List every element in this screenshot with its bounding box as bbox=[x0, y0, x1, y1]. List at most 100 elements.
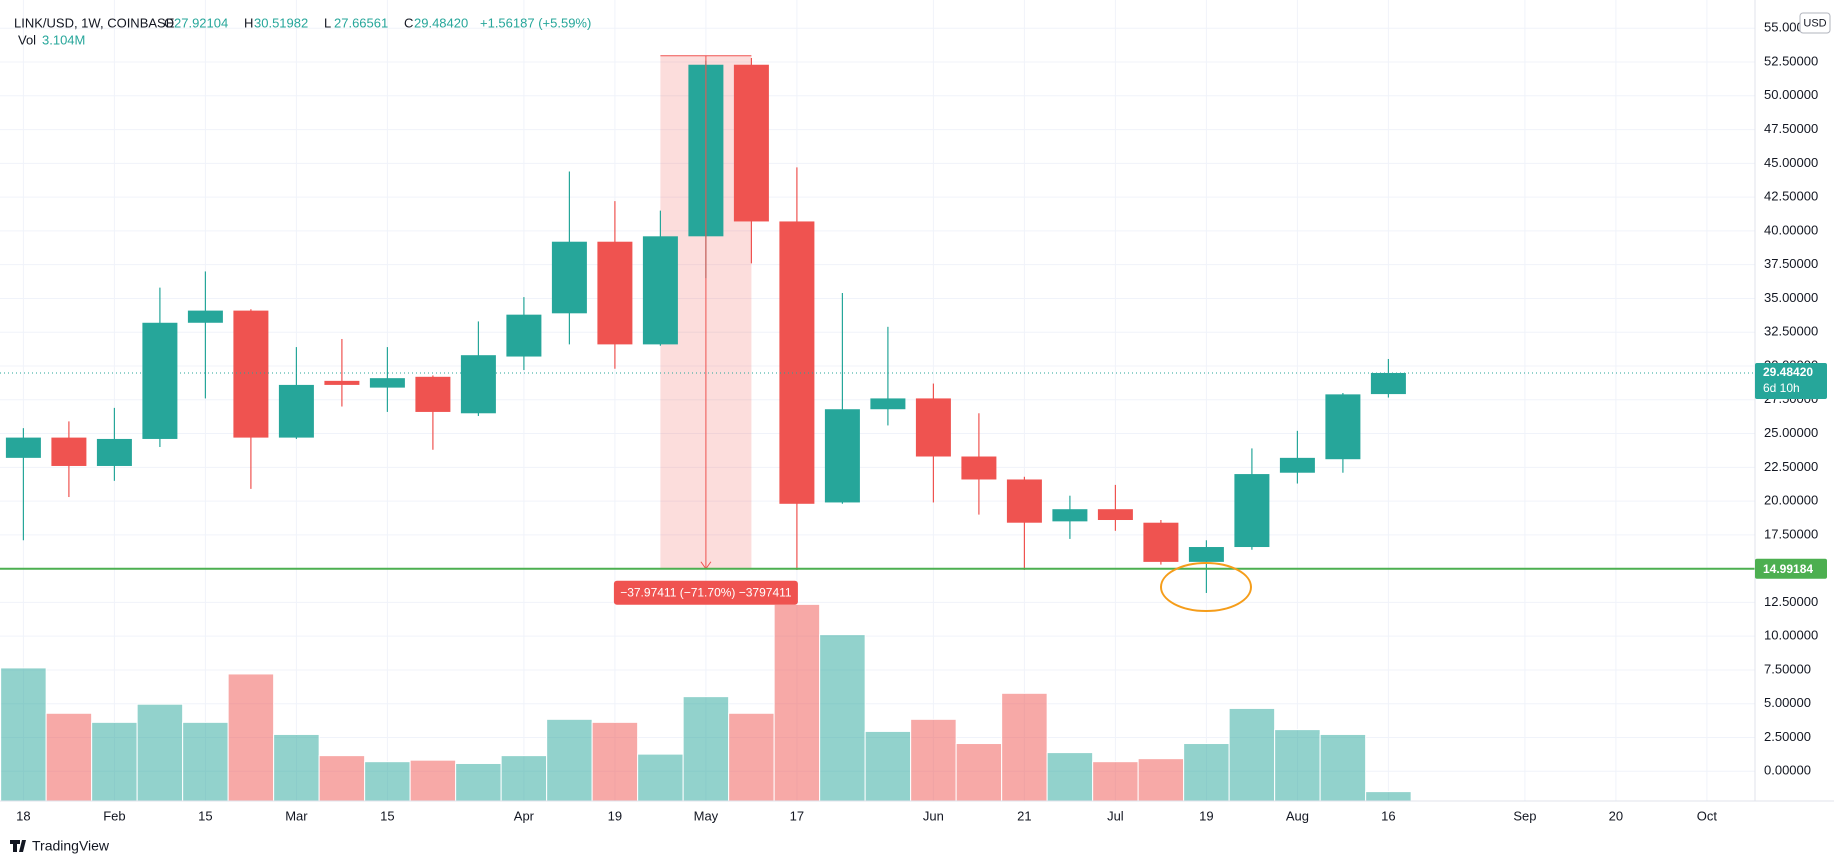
y-tick-label: 50.00000 bbox=[1764, 87, 1818, 102]
candle-body bbox=[961, 456, 997, 480]
x-tick-label: 15 bbox=[380, 808, 394, 823]
x-tick-label: Aug bbox=[1286, 808, 1309, 823]
y-tick-label: 25.00000 bbox=[1764, 425, 1818, 440]
candle-body bbox=[1006, 479, 1042, 523]
x-tick-label: Jun bbox=[923, 808, 944, 823]
volume-bar bbox=[227, 673, 275, 802]
hline-label-box bbox=[1755, 558, 1827, 579]
ohlc-value: 30.51982 bbox=[254, 15, 308, 30]
candle-body bbox=[1188, 547, 1224, 562]
candle-body bbox=[506, 314, 542, 357]
y-tick-label: 45.00000 bbox=[1764, 155, 1818, 170]
ohlc-value: 27.66561 bbox=[334, 15, 388, 30]
volume-bar bbox=[682, 696, 730, 802]
volume-bar bbox=[1092, 761, 1139, 802]
candle-body bbox=[870, 398, 906, 410]
volume-bar bbox=[1046, 752, 1094, 802]
brand-name: TradingView bbox=[32, 838, 110, 854]
ohlc-value: 29.48420 bbox=[414, 15, 468, 30]
candle-body bbox=[824, 409, 860, 503]
volume-bar bbox=[546, 718, 593, 802]
volume-bar bbox=[364, 761, 411, 802]
volume-bar bbox=[45, 712, 93, 802]
ohlc-key: L bbox=[324, 15, 331, 30]
volume-bar bbox=[1183, 743, 1230, 802]
axes: 0.00000 2.50000 5.00000 7.50000 10.00000 12.5… bbox=[16, 12, 1831, 823]
candle-body bbox=[5, 437, 41, 458]
y-tick-label: 22.50000 bbox=[1764, 459, 1818, 474]
x-tick-label: Jul bbox=[1107, 808, 1124, 823]
candle-body bbox=[415, 376, 451, 412]
volume-bar bbox=[955, 743, 1003, 802]
ohlc-value: 27.92104 bbox=[174, 15, 228, 30]
x-tick-label: 18 bbox=[16, 808, 30, 823]
brand-logo bbox=[10, 840, 26, 852]
candle-body bbox=[460, 355, 496, 414]
candle-body bbox=[779, 221, 815, 504]
candle-body bbox=[96, 438, 132, 466]
hline-label: 14.99184 bbox=[1763, 562, 1813, 576]
y-tick-label: 2.50000 bbox=[1764, 729, 1811, 744]
last-price-label: 29.48420 bbox=[1763, 365, 1813, 379]
currency: USD bbox=[1803, 17, 1826, 29]
x-tick-label: Mar bbox=[285, 808, 308, 823]
legend: LINK/USD, 1W, COINBASE bbox=[14, 15, 175, 30]
volume-bar bbox=[819, 634, 866, 802]
volume-bar bbox=[591, 721, 639, 802]
volume-bar bbox=[1001, 692, 1048, 802]
x-tick-label: Apr bbox=[514, 808, 535, 823]
x-tick-label: Feb bbox=[103, 808, 125, 823]
x-tick-label: May bbox=[694, 808, 719, 823]
vol-value: 3.104M bbox=[42, 32, 85, 47]
x-tick-label: 19 bbox=[1199, 808, 1213, 823]
volume-bar bbox=[1365, 791, 1412, 802]
y-tick-label: 37.50000 bbox=[1764, 256, 1818, 271]
candle-body bbox=[642, 236, 678, 345]
y-tick-label: 20.00000 bbox=[1764, 493, 1818, 508]
y-tick-label: 52.50000 bbox=[1764, 53, 1818, 68]
volume-bar bbox=[773, 603, 821, 802]
x-tick-label: Sep bbox=[1513, 808, 1536, 823]
candle-body bbox=[1097, 509, 1133, 521]
volume-bar bbox=[1137, 758, 1185, 802]
volume-bar bbox=[318, 755, 366, 802]
y-tick-label: 40.00000 bbox=[1764, 222, 1818, 237]
measure-label: −37.97411 (−71.70%) −3797411 bbox=[620, 585, 792, 599]
y-tick-label: 5.00000 bbox=[1764, 695, 1811, 710]
vol-label: Vol bbox=[18, 32, 36, 47]
candle-body bbox=[915, 398, 951, 457]
y-tick-label: 47.50000 bbox=[1764, 121, 1818, 136]
volume-bar bbox=[864, 730, 912, 802]
volume-bar bbox=[455, 762, 502, 802]
volume-bar bbox=[91, 721, 138, 802]
candle-body bbox=[1143, 522, 1179, 562]
countdown: 6d 10h bbox=[1763, 381, 1800, 395]
x-tick-label: 15 bbox=[198, 808, 212, 823]
candle-body bbox=[1325, 394, 1361, 460]
volume-bar bbox=[1319, 733, 1367, 802]
x-tick-label: 19 bbox=[608, 808, 622, 823]
currency-box bbox=[1799, 12, 1831, 34]
candle-body bbox=[369, 378, 405, 388]
candle-body bbox=[1234, 474, 1270, 548]
volume-bar bbox=[500, 755, 548, 802]
candle-body bbox=[142, 322, 178, 439]
candle-body bbox=[1052, 509, 1088, 522]
symbol: LINK/USD, 1W, COINBASE bbox=[14, 15, 175, 30]
brand: TradingView bbox=[10, 838, 110, 854]
change: +1.56187 (+5.59%) bbox=[480, 15, 591, 30]
candle-body bbox=[278, 384, 314, 438]
y-tick-label: 7.50000 bbox=[1764, 661, 1811, 676]
y-tick-label: 12.50000 bbox=[1764, 594, 1818, 609]
candle-body bbox=[324, 380, 360, 385]
y-tick-label: 32.50000 bbox=[1764, 324, 1818, 339]
volume-bar bbox=[273, 733, 320, 802]
candle-body bbox=[551, 241, 587, 314]
grid bbox=[0, 0, 1755, 801]
volume-bar bbox=[1274, 729, 1321, 802]
last-price-box bbox=[1755, 362, 1827, 399]
candle-body bbox=[51, 437, 87, 466]
volume-bar bbox=[910, 718, 957, 802]
